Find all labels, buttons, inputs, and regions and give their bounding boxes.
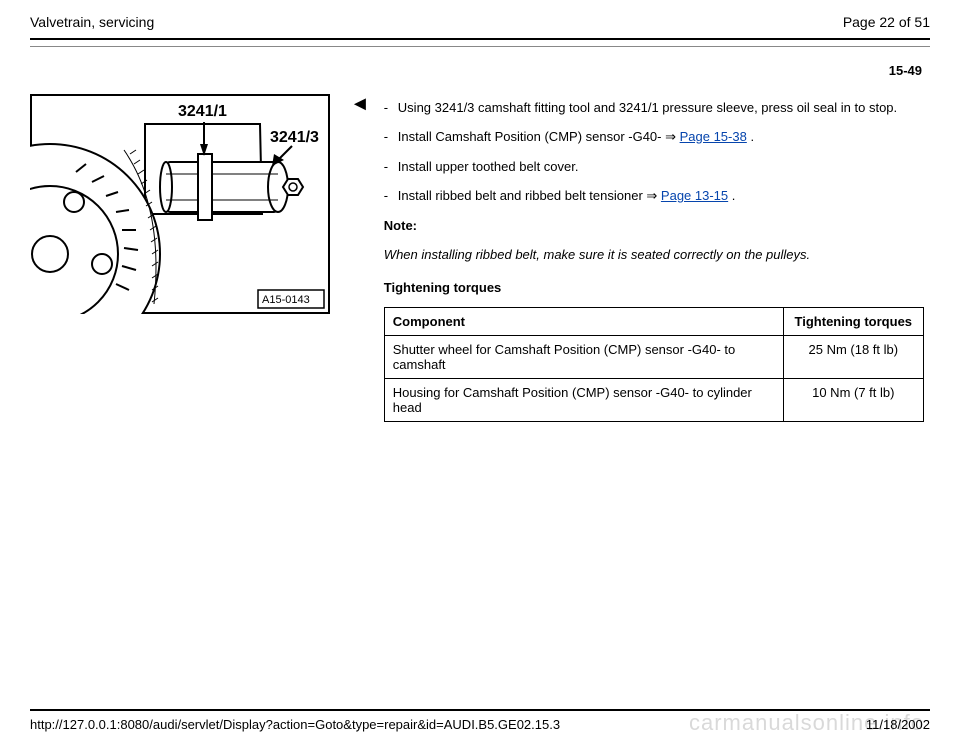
footer-rule <box>30 709 930 711</box>
instruction-text: Install ribbed belt and ribbed belt tens… <box>398 188 930 204</box>
torques-table: Component Tightening torques Shutter whe… <box>384 307 924 422</box>
table-cell: Shutter wheel for Camshaft Position (CMP… <box>384 336 783 379</box>
figure-label-side: 3241/3 <box>270 129 319 146</box>
note-text: When installing ribbed belt, make sure i… <box>384 247 930 262</box>
torques-heading: Tightening torques <box>384 280 930 295</box>
page-link[interactable]: Page 15-38 <box>680 129 747 144</box>
table-cell: Housing for Camshaft Position (CMP) sens… <box>384 379 783 422</box>
footer-url: http://127.0.0.1:8080/audi/servlet/Displ… <box>30 717 560 732</box>
bullet-dash: - <box>384 159 398 174</box>
table-row: Shutter wheel for Camshaft Position (CMP… <box>384 336 923 379</box>
table-cell: 25 Nm (18 ft lb) <box>783 336 923 379</box>
table-header-component: Component <box>384 308 783 336</box>
bullet-dash: - <box>384 100 398 115</box>
figure-label-top: 3241/1 <box>178 103 227 120</box>
table-row: Housing for Camshaft Position (CMP) sens… <box>384 379 923 422</box>
technical-figure: 3241/1 3241/3 A15-0143 <box>30 94 330 314</box>
bullet-dash: - <box>384 188 398 204</box>
instruction-text: Install upper toothed belt cover. <box>398 159 930 174</box>
table-cell: 10 Nm (7 ft lb) <box>783 379 923 422</box>
page-link[interactable]: Page 13-15 <box>661 188 728 203</box>
instruction-item: - Install Camshaft Position (CMP) sensor… <box>384 129 930 145</box>
header-title: Valvetrain, servicing <box>30 14 154 30</box>
header-page: Page 22 of 51 <box>843 14 930 30</box>
table-row: Component Tightening torques <box>384 308 923 336</box>
instruction-item: - Using 3241/3 camshaft fitting tool and… <box>384 100 930 115</box>
figure-stamp: A15-0143 <box>262 294 310 306</box>
pointer-arrow-icon: ◄ <box>350 94 370 422</box>
note-heading: Note: <box>384 218 930 233</box>
instruction-text: Install Camshaft Position (CMP) sensor -… <box>398 129 930 145</box>
footer-date: 11/18/2002 <box>866 717 930 732</box>
instruction-text: Using 3241/3 camshaft fitting tool and 3… <box>398 100 930 115</box>
header-rule-thin <box>30 46 930 47</box>
section-number: 15-49 <box>30 63 922 78</box>
bullet-dash: - <box>384 129 398 145</box>
table-header-torque: Tightening torques <box>783 308 923 336</box>
instruction-item: - Install ribbed belt and ribbed belt te… <box>384 188 930 204</box>
header-rule-thick <box>30 38 930 40</box>
instruction-item: - Install upper toothed belt cover. <box>384 159 930 174</box>
